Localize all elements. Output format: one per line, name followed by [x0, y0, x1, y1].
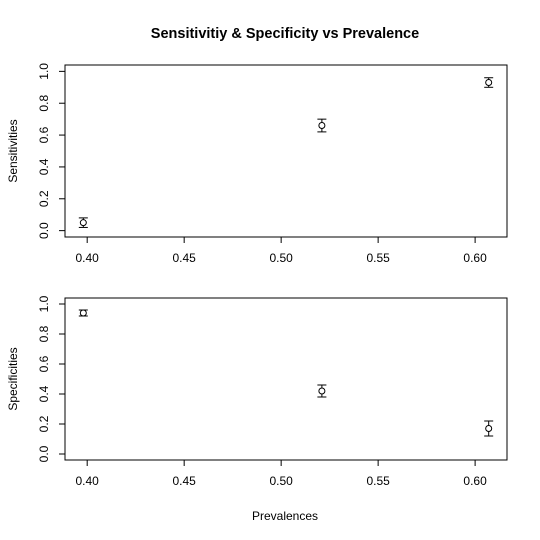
sensitivity-panel: 0.40 0.45 0.50 0.55 0.60 0.0 0.2 0.4 0.6 0.8 1.0 Se…	[6, 63, 508, 265]
x-tick-label: 0.55	[366, 474, 390, 488]
y-tick-label: 0.6	[37, 126, 51, 143]
data-point	[79, 219, 87, 227]
data-point	[79, 309, 87, 317]
y-tick-label: 1.0	[37, 295, 51, 312]
chart-title: Sensitivitiy & Specificity vs Prevalence	[151, 26, 419, 42]
plot-frame	[64, 297, 508, 461]
y-tick-label: 0.4	[37, 385, 51, 402]
data-point	[485, 79, 493, 87]
data-point	[485, 425, 493, 432]
y-axis-label: Sensitivities	[6, 119, 20, 182]
x-tick-label: 0.60	[463, 474, 487, 488]
y-tick-label: 0.8	[37, 95, 51, 112]
y-axis-label: Specificities	[6, 347, 20, 410]
x-tick-label: 0.50	[269, 474, 293, 488]
y-tick-label: 0.4	[37, 158, 51, 175]
y-tick-label: 0.6	[37, 355, 51, 372]
y-tick-label: 0.0	[37, 222, 51, 239]
y-tick-label: 0.8	[37, 325, 51, 342]
x-tick-label: 0.40	[76, 251, 100, 265]
specificity-panel: 0.40 0.45 0.50 0.55 0.60 0.0 0.2 0.4 0.6 0.8 1.0 Sp…	[6, 295, 508, 488]
x-axis-label: Prevalences	[252, 509, 318, 523]
x-tick-label: 0.45	[172, 251, 196, 265]
data-point	[318, 122, 326, 130]
x-tick-label: 0.55	[366, 251, 390, 265]
x-tick-label: 0.40	[76, 474, 100, 488]
y-tick-label: 0.2	[37, 190, 51, 207]
y-tick-label: 1.0	[37, 63, 51, 80]
data-point	[318, 387, 326, 395]
y-tick-label: 0.2	[37, 415, 51, 432]
plot-frame	[64, 64, 508, 238]
x-tick-label: 0.45	[172, 474, 196, 488]
x-tick-label: 0.50	[269, 251, 293, 265]
y-tick-label: 0.0	[37, 445, 51, 462]
x-tick-label: 0.60	[463, 251, 487, 265]
